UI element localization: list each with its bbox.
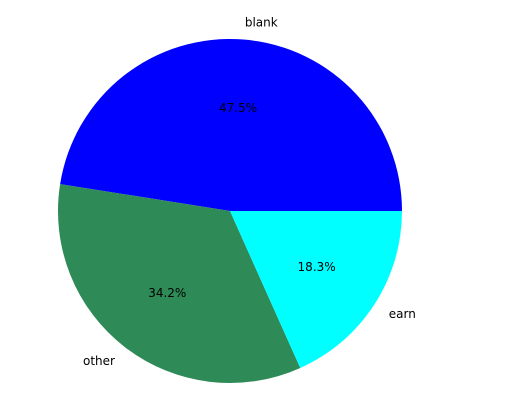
pie-pct-label-other: 34.2% xyxy=(148,286,186,300)
pie-slices xyxy=(58,39,403,383)
pie-labels: 47.5% blank 34.2% other 18.3% earn xyxy=(83,15,416,368)
pie-category-label-blank: blank xyxy=(245,15,278,29)
pie-category-label-other: other xyxy=(83,354,115,368)
pie-slice-earn xyxy=(230,211,402,368)
pie-category-label-earn: earn xyxy=(389,307,416,321)
pie-pct-label-earn: 18.3% xyxy=(298,260,336,274)
pie-slice-blank xyxy=(60,39,403,211)
pie-pct-label-blank: 47.5% xyxy=(219,101,257,115)
pie-slice-other xyxy=(58,184,301,383)
